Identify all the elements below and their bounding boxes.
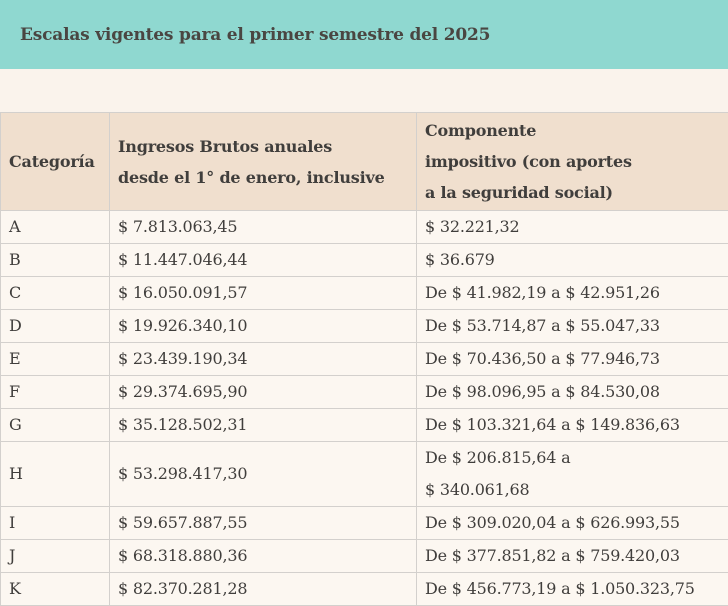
componente-cell: De $ 70.436,50 a $ 77.946,73 [417, 343, 728, 376]
ingresos-cell: $ 68.318.880,36 [110, 540, 417, 573]
componente-cell: De $ 377.851,82 a $ 759.420,03 [417, 540, 728, 573]
componente-cell: De $ 103.321,64 a $ 149.836,63 [417, 409, 728, 442]
table-row: F $ 29.374.695,90 De $ 98.096,95 a $ 84.… [1, 376, 728, 409]
componente-cell: De $ 98.096,95 a $ 84.530,08 [417, 376, 728, 409]
table-row: E $ 23.439.190,34 De $ 70.436,50 a $ 77.… [1, 343, 728, 376]
column-header-ingresos: Ingresos Brutos anuales desde el 1° de e… [110, 113, 417, 211]
table-row: K $ 82.370.281,28 De $ 456.773,19 a $ 1.… [1, 573, 728, 606]
column-header-componente: Componente impositivo (con aportes a la … [417, 113, 728, 211]
componente-cell: De $ 456.773,19 a $ 1.050.323,75 [417, 573, 728, 606]
ingresos-cell: $ 11.447.046,44 [110, 244, 417, 277]
ingresos-cell: $ 19.926.340,10 [110, 310, 417, 343]
page-header: Escalas vigentes para el primer semestre… [0, 0, 728, 69]
table-row: B $ 11.447.046,44 $ 36.679 [1, 244, 728, 277]
componente-cell: De $ 41.982,19 a $ 42.951,26 [417, 277, 728, 310]
content-area: Categoría Ingresos Brutos anuales desde … [0, 112, 728, 606]
category-cell: I [1, 507, 110, 540]
category-cell: J [1, 540, 110, 573]
componente-cell: De $ 206.815,64 a $ 340.061,68 [417, 442, 728, 507]
table-row: A $ 7.813.063,45 $ 32.221,32 [1, 211, 728, 244]
ingresos-cell: $ 82.370.281,28 [110, 573, 417, 606]
table-row: D $ 19.926.340,10 De $ 53.714,87 a $ 55.… [1, 310, 728, 343]
table-row: H $ 53.298.417,30 De $ 206.815,64 a $ 34… [1, 442, 728, 507]
category-cell: C [1, 277, 110, 310]
table-row: C $ 16.050.091,57 De $ 41.982,19 a $ 42.… [1, 277, 728, 310]
componente-cell: $ 36.679 [417, 244, 728, 277]
componente-cell: De $ 309.020,04 a $ 626.993,55 [417, 507, 728, 540]
category-cell: A [1, 211, 110, 244]
page-title: Escalas vigentes para el primer semestre… [20, 25, 490, 45]
category-cell: H [1, 442, 110, 507]
category-cell: G [1, 409, 110, 442]
table-row: I $ 59.657.887,55 De $ 309.020,04 a $ 62… [1, 507, 728, 540]
escalas-table: Categoría Ingresos Brutos anuales desde … [0, 112, 728, 606]
table-header-row: Categoría Ingresos Brutos anuales desde … [1, 113, 728, 211]
table-row: J $ 68.318.880,36 De $ 377.851,82 a $ 75… [1, 540, 728, 573]
componente-cell: De $ 53.714,87 a $ 55.047,33 [417, 310, 728, 343]
ingresos-cell: $ 29.374.695,90 [110, 376, 417, 409]
componente-cell: $ 32.221,32 [417, 211, 728, 244]
category-cell: D [1, 310, 110, 343]
ingresos-cell: $ 7.813.063,45 [110, 211, 417, 244]
category-cell: K [1, 573, 110, 606]
ingresos-cell: $ 35.128.502,31 [110, 409, 417, 442]
column-header-categoria: Categoría [1, 113, 110, 211]
category-cell: E [1, 343, 110, 376]
table-row: G $ 35.128.502,31 De $ 103.321,64 a $ 14… [1, 409, 728, 442]
ingresos-cell: $ 59.657.887,55 [110, 507, 417, 540]
ingresos-cell: $ 53.298.417,30 [110, 442, 417, 507]
category-cell: B [1, 244, 110, 277]
category-cell: F [1, 376, 110, 409]
ingresos-cell: $ 16.050.091,57 [110, 277, 417, 310]
ingresos-cell: $ 23.439.190,34 [110, 343, 417, 376]
